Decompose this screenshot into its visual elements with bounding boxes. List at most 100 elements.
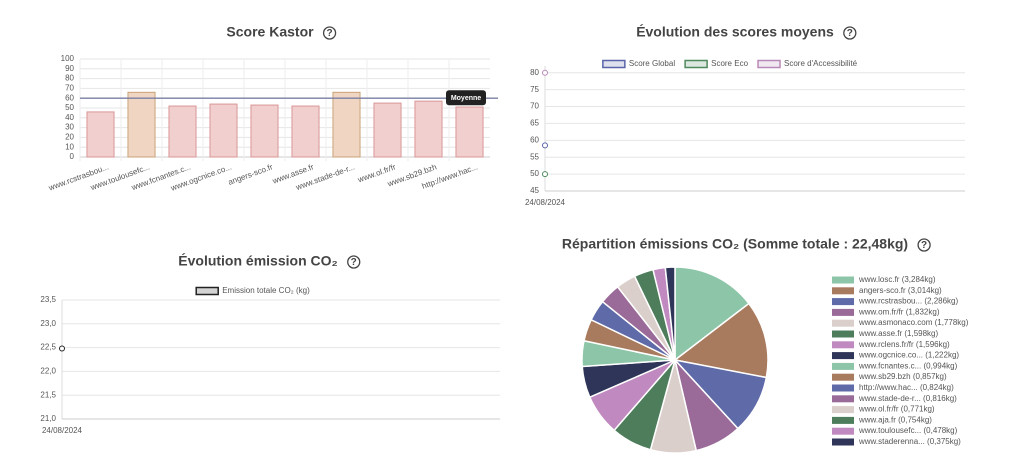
y-tick-label: 50 <box>65 103 74 112</box>
legend-label: www.sb29.bzh (0,857kg) <box>858 372 947 381</box>
legend-name: www.sb29.bzh <box>858 372 911 381</box>
legend-label: www.staderenna... (0,375kg) <box>858 437 961 446</box>
y-tick-label: 21,5 <box>40 390 56 399</box>
y-tick-label: 40 <box>65 113 74 122</box>
legend-label: www.rcstrasbou... (2,286kg) <box>858 297 959 306</box>
y-tick-label: 10 <box>65 142 74 151</box>
legend-name: www.losc.fr <box>858 275 900 284</box>
bar <box>291 105 320 158</box>
legend-name: www.ogcnice.co... <box>858 351 923 360</box>
legend-label: www.ol.fr/fr (0,771kg) <box>858 405 935 414</box>
legend-value: (0,375kg) <box>927 437 961 446</box>
legend-swatch <box>832 276 854 284</box>
help-icon-text: ? <box>847 28 853 39</box>
y-tick-label: 22,0 <box>40 367 56 376</box>
legend-name: www.aja.fr <box>858 416 896 425</box>
legend-value: (1,778kg) <box>935 318 969 327</box>
legend-name: www.staderenna... <box>858 437 925 446</box>
legend-label: Score Global <box>629 59 675 68</box>
help-icon-text: ? <box>921 240 927 251</box>
legend-label: angers-sco.fr (3,014kg) <box>859 286 942 295</box>
bar <box>455 106 484 158</box>
legend-swatch <box>195 286 219 296</box>
legend-swatch <box>832 395 854 403</box>
y-tick-label: 0 <box>70 152 75 161</box>
legend-label: Score d'Accessibilité <box>784 59 858 68</box>
help-icon-text: ? <box>327 28 333 39</box>
legend-value: (1,222kg) <box>925 351 959 360</box>
legend-value: (1,598kg) <box>904 329 938 338</box>
legend-value: (0,816kg) <box>923 394 957 403</box>
legend-label: Emission totale CO₂ (kg) <box>222 286 310 295</box>
help-icon <box>843 26 857 40</box>
data-point <box>542 69 548 76</box>
y-tick-label: 50 <box>530 169 539 178</box>
bar <box>127 91 156 158</box>
bar <box>414 100 443 158</box>
legend-swatch <box>684 59 708 69</box>
y-tick-label: 60 <box>530 135 539 144</box>
y-tick-label: 90 <box>65 64 74 73</box>
y-tick-label: 23,5 <box>40 295 56 304</box>
chart-title: Évolution émission CO₂ <box>178 253 337 269</box>
help-icon <box>322 26 337 40</box>
y-tick-label: 60 <box>65 93 74 102</box>
legend-label: www.fcnantes.c... (0,994kg) <box>858 362 958 371</box>
legend-value: (1,596kg) <box>916 340 950 349</box>
legend-name: www.asmonaco.com <box>858 318 933 327</box>
legend-swatch <box>832 341 854 349</box>
legend-swatch <box>832 373 854 381</box>
legend-swatch <box>757 59 781 69</box>
legend-label: www.toulousefc... (0,478kg) <box>858 426 958 435</box>
bar <box>373 102 402 158</box>
x-tick-label: 24/08/2024 <box>42 426 83 435</box>
legend-swatch <box>832 319 854 327</box>
bar <box>209 103 238 158</box>
legend-label: www.asmonaco.com (1,778kg) <box>858 318 969 327</box>
chart-title: Évolution des scores moyens <box>636 24 834 40</box>
help-icon <box>347 255 361 269</box>
legend-swatch <box>832 298 854 306</box>
y-tick-label: 65 <box>530 119 539 128</box>
legend-value: (0,824kg) <box>920 383 954 392</box>
legend-item: Emission totale CO₂ (kg) <box>195 286 310 296</box>
legend-name: http://www.hac... <box>859 383 918 392</box>
data-point <box>542 171 548 178</box>
legend-swatch <box>832 406 854 414</box>
legend-swatch <box>832 438 854 446</box>
legend-value: (1,832kg) <box>906 308 940 317</box>
legend-name: www.om.fr/fr <box>858 308 904 317</box>
y-tick-label: 23,0 <box>40 319 56 328</box>
pie-slice <box>664 266 676 361</box>
bar <box>168 105 197 158</box>
reference-tooltip <box>446 90 486 106</box>
legend-label: www.asse.fr (1,598kg) <box>858 329 938 338</box>
legend-swatch <box>832 287 854 295</box>
legend-swatch <box>832 427 854 435</box>
y-tick-label: 80 <box>65 74 74 83</box>
bar <box>86 111 115 158</box>
legend-item: Score Eco <box>684 59 749 69</box>
legend-label: Score Eco <box>711 59 748 68</box>
legend-label: www.om.fr/fr (1,832kg) <box>858 308 940 317</box>
data-point <box>59 345 65 352</box>
legend-name: www.fcnantes.c... <box>858 362 921 371</box>
legend-value: (0,994kg) <box>923 362 957 371</box>
y-tick-label: 80 <box>530 68 539 77</box>
legend-swatch <box>832 352 854 360</box>
pie-slice <box>673 302 769 379</box>
chart-title: Score Kastor <box>226 24 314 40</box>
legend-swatch <box>832 362 854 370</box>
legend-value: (3,284kg) <box>902 275 936 284</box>
legend-value: (2,286kg) <box>924 297 958 306</box>
legend-label: www.losc.fr (3,284kg) <box>858 275 936 284</box>
legend-swatch <box>832 308 854 316</box>
legend-name: angers-sco.fr <box>859 286 906 295</box>
y-tick-label: 22,5 <box>40 343 56 352</box>
legend-name: www.ol.fr/fr <box>858 405 899 414</box>
y-tick-label: 70 <box>530 102 539 111</box>
x-tick-label: 24/08/2024 <box>525 198 566 207</box>
legend-name: www.stade-de-r... <box>858 394 921 403</box>
help-icon <box>917 238 931 252</box>
